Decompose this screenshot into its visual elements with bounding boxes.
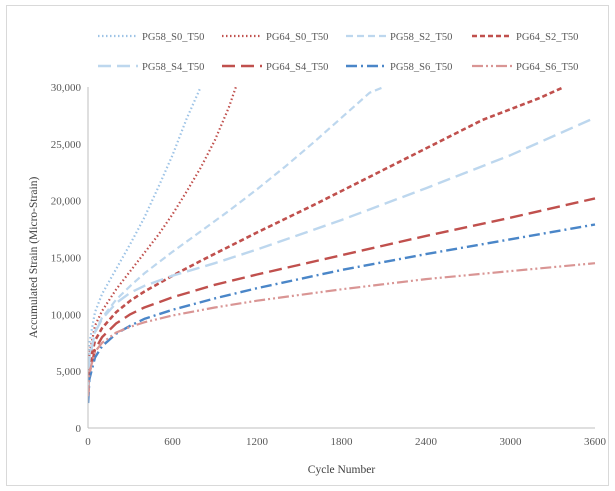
x-tick-label: 2400 [415,436,438,448]
x-tick-label: 1800 [331,436,354,448]
series-line-pg58-s2-t50 [88,86,385,389]
y-tick-label: 10,000 [51,309,82,321]
series-line-pg58-s4-t50 [88,116,596,389]
chart-frame [6,5,609,486]
series-line-pg64-s6-t50 [88,262,596,397]
x-tick-label: 3000 [500,436,523,448]
legend-label: PG58_S0_T50 [142,32,204,43]
series-line-pg58-s6-t50 [88,223,596,404]
y-tick-label: 0 [76,423,82,435]
y-tick-label: 30,000 [51,82,82,94]
x-tick-label: 3600 [584,436,607,448]
y-axis-title: Accumulated Strain (Micro-Strain) [28,177,40,339]
x-tick-label: 600 [164,436,181,448]
legend-label: PG58_S2_T50 [390,32,452,43]
y-tick-label: 15,000 [51,253,82,265]
x-axis-title: Cycle Number [308,464,376,476]
y-tick-label: 5,000 [56,366,81,378]
legend-label: PG64_S2_T50 [516,32,578,43]
series-layer [88,86,596,404]
y-tick-label: 25,000 [51,139,82,151]
legend-label: PG64_S0_T50 [266,32,328,43]
x-tick-labels: 0 600 1200 1800 2400 3000 3600 [85,436,606,448]
series-line-pg64-s2-t50 [88,86,565,394]
legend: PG58_S0_T50 PG64_S0_T50 PG58_S2_T50 PG64_S2… [98,32,578,73]
legend-label: PG58_S6_T50 [390,62,452,73]
y-tick-label: 20,000 [51,196,82,208]
x-tick-label: 1200 [246,436,269,448]
legend-label: PG64_S6_T50 [516,62,578,73]
series-line-pg64-s4-t50 [88,197,596,400]
y-tick-labels: 0 5,000 10,000 15,000 20,000 25,000 30,000 [51,82,82,435]
series-line-pg58-s0-t50 [88,86,202,383]
x-tick-label: 0 [85,436,91,448]
axes [87,87,595,429]
series-line-pg64-s0-t50 [88,86,237,389]
legend-label: PG64_S4_T50 [266,62,328,73]
legend-label: PG58_S4_T50 [142,62,204,73]
